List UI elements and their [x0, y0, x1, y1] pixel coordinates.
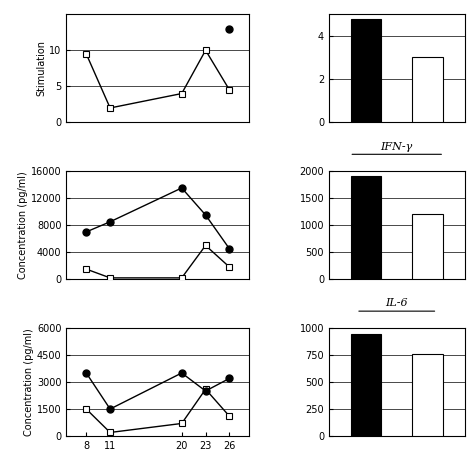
Bar	[351, 176, 382, 279]
Bar	[412, 57, 443, 122]
Y-axis label: Concentration (pg/ml): Concentration (pg/ml)	[24, 328, 34, 436]
Bar	[351, 18, 382, 122]
Bar	[412, 354, 443, 436]
Y-axis label: Stimulation: Stimulation	[36, 40, 46, 96]
Bar	[412, 214, 443, 279]
Text: IL-6: IL-6	[385, 299, 408, 309]
Y-axis label: Concentration (pg/ml): Concentration (pg/ml)	[18, 171, 28, 279]
Bar	[351, 334, 382, 436]
Text: IFN-γ: IFN-γ	[381, 142, 413, 152]
